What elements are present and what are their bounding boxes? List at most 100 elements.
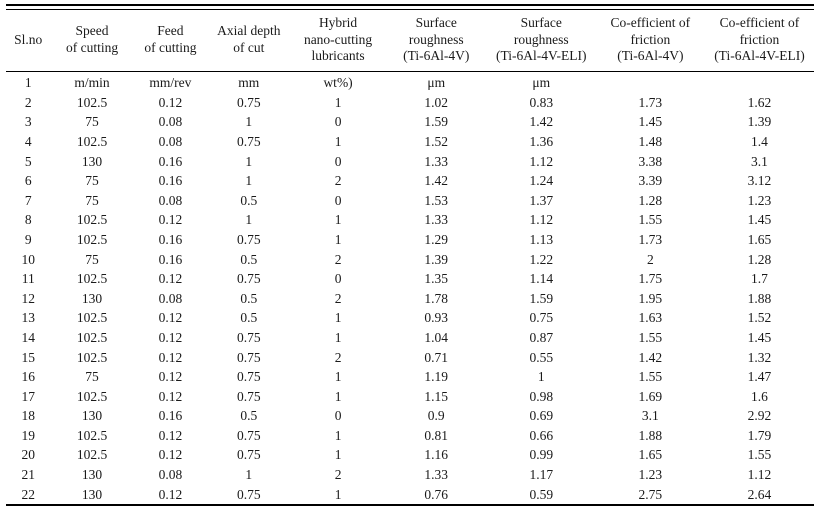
- table-cell: 1.53: [424, 192, 449, 208]
- table-cell: 3.12: [747, 173, 772, 189]
- table-cell: 1.62: [747, 94, 772, 110]
- table-cell: 1.15: [424, 388, 449, 404]
- table-cell: 16: [21, 369, 35, 385]
- table-cell: 17: [21, 388, 35, 404]
- table-cell: 102.5: [76, 447, 108, 463]
- table-cell: 1.29: [424, 231, 449, 247]
- table-cell: 0.12: [158, 369, 183, 385]
- table-cell: 0.12: [158, 486, 183, 502]
- table-header-row: Sl.no Speed of cutting Feed of cutting A…: [6, 10, 814, 72]
- table-cell: wt%): [323, 75, 353, 91]
- table-cell: 102.5: [76, 212, 108, 228]
- table-cell: 1.52: [747, 310, 772, 326]
- table-cell: 1.24: [529, 173, 554, 189]
- table-header: Sl.no Speed of cutting Feed of cutting A…: [6, 10, 814, 72]
- table-cell: 75: [85, 251, 99, 267]
- table-cell: 1.4: [751, 133, 768, 149]
- table-cell: 1: [334, 388, 342, 404]
- table-row: 17 102.5 0.12 0.75 1 1.15 0.98 1.69 1.6: [6, 387, 814, 407]
- table-cell: 1.23: [747, 192, 772, 208]
- table-cell: 0.69: [529, 408, 554, 424]
- table-cell: 22: [21, 486, 35, 502]
- table-cell: 7: [24, 192, 32, 208]
- table-row: 14 102.5 0.12 0.75 1 1.04 0.87 1.55 1.45: [6, 328, 814, 348]
- table-cell: 1.33: [424, 212, 449, 228]
- table-cell: 2: [334, 290, 342, 306]
- table-cell: 1.6: [751, 388, 768, 404]
- table-cell: 102.5: [76, 271, 108, 287]
- table-cell: 0.16: [158, 408, 183, 424]
- table-cell: 0: [334, 114, 342, 130]
- table-row: 1 m/min mm/rev mm wt%) μm μm: [6, 72, 814, 93]
- table-cell: 1.12: [529, 153, 554, 169]
- table-cell: 0.12: [158, 388, 183, 404]
- table-cell: 102.5: [76, 94, 108, 110]
- table-cell: 0.12: [158, 427, 183, 443]
- table-cell: 0.16: [158, 173, 183, 189]
- table-cell: 0.16: [158, 251, 183, 267]
- table-cell: 0.16: [158, 153, 183, 169]
- table-cell: 0.55: [529, 349, 554, 365]
- table-row: 18 130 0.16 0.5 0 0.9 0.69 3.1 2.92: [6, 406, 814, 426]
- table-cell: 130: [81, 153, 103, 169]
- table-row: 13 102.5 0.12 0.5 1 0.93 0.75 1.63 1.52: [6, 308, 814, 328]
- table-cell: 1.52: [424, 133, 449, 149]
- table-cell: 102.5: [76, 231, 108, 247]
- table-cell: 14: [21, 329, 35, 345]
- table-cell: 1.36: [529, 133, 554, 149]
- table-cell: 0.12: [158, 349, 183, 365]
- table-cell: 0.5: [240, 290, 258, 306]
- table-cell: 1.45: [638, 114, 663, 130]
- table-cell: 130: [81, 290, 103, 306]
- table-cell: 3.38: [638, 153, 663, 169]
- table-cell: 2: [334, 251, 342, 267]
- table-cell: 0.75: [529, 310, 554, 326]
- table-cell: 1: [334, 310, 342, 326]
- table-row: 4 102.5 0.08 0.75 1 1.52 1.36 1.48 1.4: [6, 132, 814, 152]
- table-cell: 1.32: [747, 349, 772, 365]
- table-cell: 1.75: [638, 271, 663, 287]
- table-cell: [596, 72, 705, 93]
- col-header-surface-roughness-ti64v-eli: Surface roughness (Ti-6Al-4V-ELI): [496, 15, 587, 64]
- table-cell: 1.47: [747, 369, 772, 385]
- table-cell: 0.99: [529, 447, 554, 463]
- col-header-speed-of-cutting: Speed of cutting: [65, 23, 119, 56]
- table-cell: 3.39: [638, 173, 663, 189]
- table-cell: μm: [532, 75, 551, 91]
- table-row: 8 102.5 0.12 1 1 1.33 1.12 1.55 1.45: [6, 210, 814, 230]
- table-cell: 1.73: [638, 231, 663, 247]
- table-cell: 0.83: [529, 94, 554, 110]
- table-cell: 1: [334, 447, 342, 463]
- table-cell: 1: [334, 329, 342, 345]
- table-cell: 0.08: [158, 192, 183, 208]
- table-cell: 6: [24, 173, 32, 189]
- table-cell: 0.5: [240, 408, 258, 424]
- table-cell: 21: [21, 467, 35, 483]
- table-cell: 1.28: [638, 192, 663, 208]
- table-cell: 1.55: [638, 369, 663, 385]
- table-cell: 2.92: [747, 408, 772, 424]
- table-cell: 0.75: [236, 133, 261, 149]
- table-cell: 0.75: [236, 271, 261, 287]
- table-cell: 1.19: [424, 369, 449, 385]
- table-cell: 0.81: [424, 427, 449, 443]
- table-cell: 75: [85, 369, 99, 385]
- table-cell: 0.75: [236, 486, 261, 502]
- table-cell: 1.59: [424, 114, 449, 130]
- table-cell: 0.08: [158, 467, 183, 483]
- table-row: 3 75 0.08 1 0 1.59 1.42 1.45 1.39: [6, 112, 814, 132]
- table-cell: 1.55: [747, 447, 772, 463]
- col-header-slno: Sl.no: [14, 31, 43, 47]
- table-cell: 1: [334, 133, 342, 149]
- table-cell: 2.64: [747, 486, 772, 502]
- table-cell: 2: [334, 173, 342, 189]
- table-cell: 3.1: [641, 408, 659, 424]
- paper-table-page: Sl.no Speed of cutting Feed of cutting A…: [6, 4, 814, 507]
- table-cell: 1.35: [424, 271, 449, 287]
- table-cell: 18: [21, 408, 35, 424]
- table-cell: 0: [334, 271, 342, 287]
- table-cell: 11: [21, 271, 35, 287]
- table-cell: 1: [245, 173, 253, 189]
- col-header-surface-roughness-ti64v: Surface roughness (Ti-6Al-4V): [403, 15, 470, 64]
- table-cell: 1.7: [751, 271, 768, 287]
